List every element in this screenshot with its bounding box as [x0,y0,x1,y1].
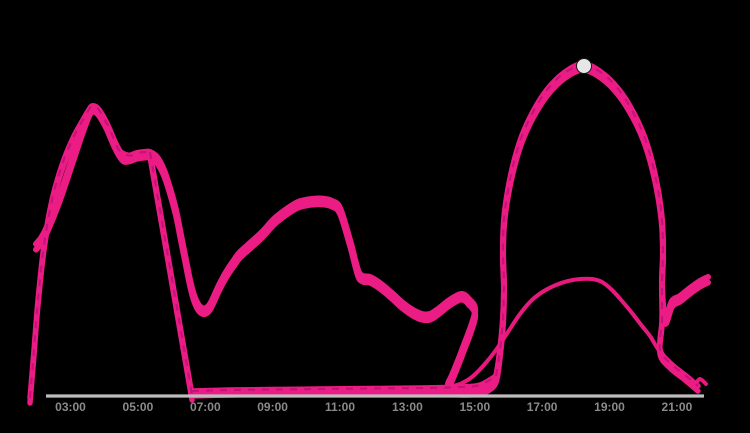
svg-text:21:00: 21:00 [662,400,693,414]
svg-text:17:00: 17:00 [527,400,558,414]
svg-text:05:00: 05:00 [123,400,154,414]
svg-text:07:00: 07:00 [190,400,221,414]
svg-text:19:00: 19:00 [594,400,625,414]
svg-text:11:00: 11:00 [325,400,355,414]
svg-text:09:00: 09:00 [257,400,288,414]
svg-text:03:00: 03:00 [55,400,86,414]
svg-text:15:00: 15:00 [459,400,490,414]
svg-text:13:00: 13:00 [392,400,423,414]
